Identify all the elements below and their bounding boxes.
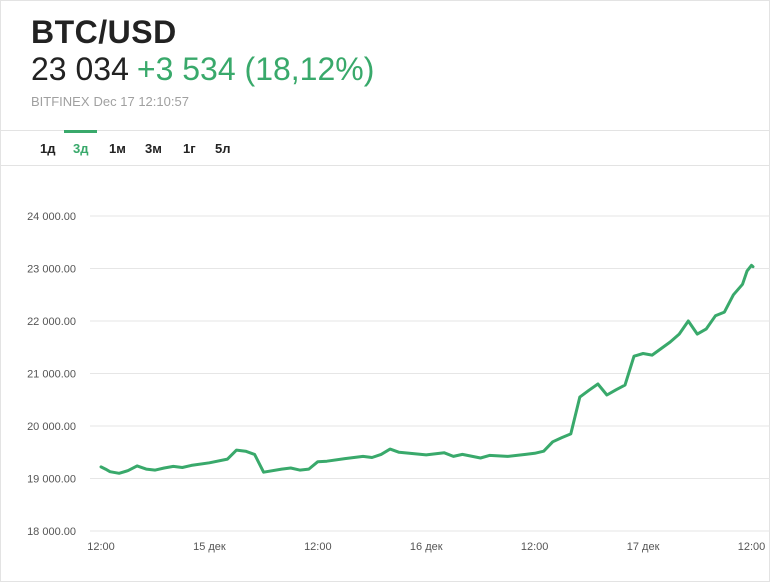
y-tick-label: 18 000.00 — [27, 526, 76, 538]
y-tick-label: 22 000.00 — [27, 316, 76, 328]
tab-1y[interactable]: 1г — [183, 141, 196, 156]
y-tick-label: 21 000.00 — [27, 369, 76, 381]
x-tick-label: 12:00 — [87, 541, 115, 553]
x-tick-label: 15 дек — [193, 541, 226, 553]
quote-source: BITFINEX Dec 17 12:10:57 — [31, 94, 374, 109]
quote-header: BTC/USD 23 034 +3 534 (18,12%) BITFINEX De… — [31, 12, 374, 109]
period-tabs: 1д 3д 1м 3м 1г 5л — [0, 130, 770, 166]
price-chart: 24 000.00 23 000.00 22 000.00 21 000.00 20 0… — [27, 211, 770, 553]
tab-3d[interactable]: 3д — [63, 130, 99, 165]
exchange-name: BITFINEX — [31, 94, 90, 109]
quote-timestamp: Dec 17 12:10:57 — [93, 94, 189, 109]
price-line — [99, 263, 755, 475]
x-tick-label: 12:00 — [521, 541, 549, 553]
price-row: 23 034 +3 534 (18,12%) — [31, 50, 374, 88]
y-tick-label: 20 000.00 — [27, 421, 76, 433]
y-tick-label: 24 000.00 — [27, 211, 76, 223]
x-tick-label: 16 дек — [410, 541, 443, 553]
price-change: +3 534 (18,12%) — [136, 51, 375, 87]
pair-title: BTC/USD — [31, 14, 177, 50]
x-tick-label: 12:00 — [738, 541, 766, 553]
tab-1m[interactable]: 1м — [109, 141, 126, 156]
tab-5y[interactable]: 5л — [215, 141, 231, 156]
x-tick-label: 17 дек — [627, 541, 660, 553]
x-tick-label: 12:00 — [304, 541, 332, 553]
tab-1d[interactable]: 1д — [40, 141, 56, 156]
last-price: 23 034 — [31, 51, 129, 87]
tab-3m[interactable]: 3м — [145, 141, 162, 156]
y-tick-label: 19 000.00 — [27, 474, 76, 486]
y-tick-label: 23 000.00 — [27, 264, 76, 276]
